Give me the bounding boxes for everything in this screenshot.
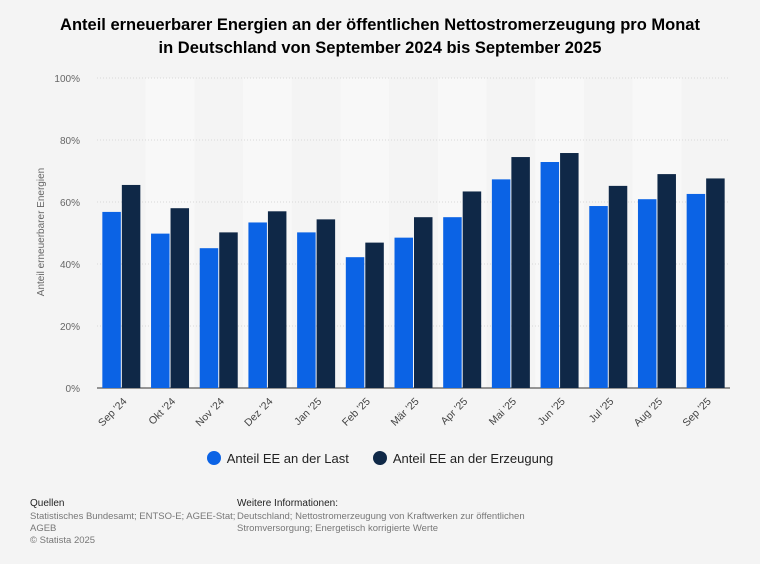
bar-erzeugung	[267, 211, 287, 388]
title-line-2: in Deutschland von September 2024 bis Se…	[158, 39, 602, 57]
sources: Quellen Statistisches Bundesamt; ENTSO-E…	[30, 498, 235, 547]
legend-swatch-last	[206, 451, 221, 465]
x-tick-label: Mai '25	[487, 396, 519, 428]
x-tick-label: Jul '25	[587, 396, 617, 426]
bar-erzeugung	[121, 184, 141, 388]
legend-label-erzeugung: Anteil EE an der Erzeugung	[392, 451, 554, 466]
y-tick-label: 40%	[60, 260, 80, 271]
x-tick-label: Apr '25	[439, 396, 471, 428]
x-tick-label: Okt '24	[146, 396, 178, 428]
legend-label-last: Anteil EE an der Last	[226, 451, 349, 466]
bar-last	[686, 193, 706, 388]
bar-erzeugung	[219, 232, 238, 388]
y-tick-label: 60%	[60, 198, 80, 209]
bar-last	[102, 211, 121, 388]
sources-line: AGEB	[30, 523, 57, 534]
y-tick-label: 100%	[54, 74, 80, 85]
bar-erzeugung	[706, 178, 725, 388]
bar-erzeugung	[560, 153, 579, 388]
info-line: Deutschland; Nettostromerzeugung von Kra…	[237, 511, 525, 522]
bar-last	[248, 222, 267, 388]
x-tick-label: Dez '24	[242, 396, 276, 430]
legend: Anteil EE an der Last Anteil EE an der E…	[0, 451, 760, 466]
bar-last	[443, 217, 462, 388]
x-tick-label: Jan '25	[292, 396, 324, 428]
sources-line: Statistisches Bundesamt; ENTSO-E; AGEE-S…	[30, 511, 236, 522]
bar-last	[297, 232, 316, 388]
chart-title: Anteil erneuerbarer Energien an der öffe…	[30, 14, 730, 60]
legend-swatch-erzeugung	[372, 451, 387, 465]
bar-erzeugung	[511, 157, 530, 388]
x-tick-label: Jun '25	[536, 396, 568, 428]
y-tick-label: 80%	[60, 136, 80, 147]
bar-erzeugung	[608, 185, 628, 388]
x-tick-label: Aug '25	[632, 396, 666, 430]
title-line-1: Anteil erneuerbarer Energien an der öffe…	[60, 16, 700, 34]
bar-last	[637, 199, 657, 388]
y-tick-label: 20%	[60, 322, 80, 333]
bar-last	[199, 248, 219, 388]
x-tick-label: Nov '24	[193, 396, 227, 430]
bar-last	[151, 233, 170, 388]
x-tick-label: Sep '25	[680, 396, 714, 430]
y-axis-label: Anteil erneuerbarer Energien	[36, 168, 47, 296]
more-info: Weitere Informationen: Deutschland; Nett…	[237, 498, 525, 535]
copyright: © Statista 2025	[30, 535, 96, 546]
bar-erzeugung	[462, 191, 482, 388]
info-line: Stromversorgung; Energetisch korrigierte…	[237, 523, 438, 534]
x-tick-label: Mär '25	[389, 396, 422, 429]
x-tick-label: Feb '25	[340, 396, 373, 429]
bar-erzeugung	[316, 219, 336, 388]
bar-last	[540, 162, 560, 388]
bar-last	[491, 179, 511, 388]
x-tick-label: Sep '24	[96, 396, 130, 430]
bar-last	[589, 206, 608, 388]
bar-erzeugung	[365, 242, 384, 388]
legend-item-last[interactable]: Anteil EE an der Last	[206, 451, 349, 466]
y-tick-label: 0%	[66, 384, 81, 395]
info-title: Weitere Informationen:	[237, 498, 338, 509]
bar-last	[345, 257, 365, 388]
legend-item-erzeugung[interactable]: Anteil EE an der Erzeugung	[372, 451, 554, 466]
bar-erzeugung	[170, 208, 190, 388]
bar-last	[394, 237, 413, 388]
bar-chart: 0% 20% 40% 60% 80% 100% Anteil erneuerbarer En…	[36, 74, 730, 430]
bar-erzeugung	[414, 217, 433, 388]
sources-title: Quellen	[30, 498, 65, 509]
bar-erzeugung	[657, 174, 676, 388]
